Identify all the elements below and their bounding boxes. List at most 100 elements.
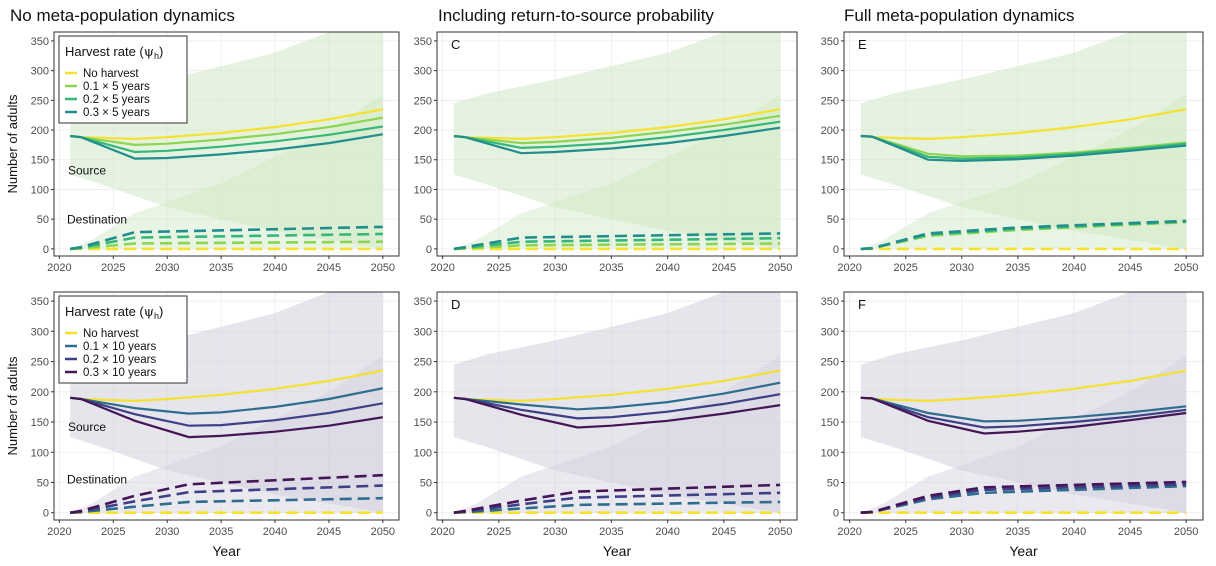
panel-border <box>843 291 1204 521</box>
y-tick-label: 0 <box>833 244 839 256</box>
panel-3: 0 50 100 150 200 250 300 350 2020 2025 2030 2035 204… <box>821 31 1204 274</box>
x-tick-label: 2045 <box>712 526 736 538</box>
x-tick-label: 2020 <box>837 526 861 538</box>
panel-label: E <box>858 37 867 52</box>
y-tick-label: 250 <box>821 357 839 369</box>
x-tick-label: 2025 <box>101 526 125 538</box>
legend-title-text: Harvest rate ( <box>65 304 144 319</box>
legend-title-symbol: ψ <box>144 305 154 320</box>
x-tick-label: 2045 <box>317 526 341 538</box>
x-axis-title: Year <box>603 543 632 559</box>
y-axis-title: Number of adults <box>5 94 20 193</box>
y-tick-label: 100 <box>414 447 432 459</box>
x-tick-label: 2050 <box>371 262 395 274</box>
x-tick-label: 2050 <box>768 526 792 538</box>
y-tick-label: 150 <box>821 155 839 167</box>
y-tick-label: 250 <box>821 95 839 107</box>
y-tick-label: 150 <box>31 417 49 429</box>
legend-item-label: 0.2 × 5 years <box>83 94 150 106</box>
column-title-3: Full meta-population dynamics <box>844 6 1075 25</box>
source-line-3 <box>860 134 1187 163</box>
legend-title-close: ) <box>159 44 163 59</box>
y-tick-label: 0 <box>426 508 432 520</box>
legend-title-subscript: h <box>154 311 159 321</box>
x-tick-label: 2040 <box>263 262 287 274</box>
destination-uncertainty-band <box>860 355 1187 513</box>
x-tick-label: 2030 <box>950 526 974 538</box>
x-tick-label: 2020 <box>837 262 861 274</box>
y-tick-label: 250 <box>31 357 49 369</box>
y-tick-label: 0 <box>43 244 49 256</box>
x-tick-label: 2030 <box>543 262 567 274</box>
x-tick-label: 2030 <box>950 262 974 274</box>
x-tick-label: 2050 <box>768 262 792 274</box>
y-ticks: 0 50 100 150 200 250 300 350 <box>31 296 54 520</box>
legend-title-symbol: ψ <box>144 45 154 60</box>
y-tick-label: 250 <box>414 95 432 107</box>
y-tick-label: 350 <box>821 296 839 308</box>
y-tick-label: 0 <box>833 508 839 520</box>
y-tick-label: 50 <box>827 214 839 226</box>
destination-uncertainty-band <box>453 355 781 513</box>
x-tick-label: 2035 <box>1006 262 1030 274</box>
x-tick-label: 2045 <box>1118 262 1142 274</box>
legend-item-label: 0.1 × 10 years <box>83 341 156 353</box>
panel-4: 0 50 100 150 200 250 300 350 2020 2025 2030 2035 204… <box>5 291 400 559</box>
legend-title-text: Harvest rate ( <box>65 44 144 59</box>
y-tick-label: 200 <box>414 125 432 137</box>
y-tick-label: 350 <box>414 36 432 48</box>
x-tick-label: 2035 <box>599 526 623 538</box>
y-tick-label: 350 <box>821 36 839 48</box>
x-tick-label: 2040 <box>263 526 287 538</box>
panel-border <box>53 31 400 257</box>
y-axis-title: Number of adults <box>5 356 20 455</box>
y-tick-label: 200 <box>414 387 432 399</box>
source-line-0 <box>860 369 1187 403</box>
source-line-3 <box>453 396 781 429</box>
y-tick-label: 350 <box>414 296 432 308</box>
x-tick-label: 2040 <box>655 526 679 538</box>
x-tick-label: 2030 <box>155 526 179 538</box>
x-tick-label: 2035 <box>1006 526 1030 538</box>
legend-title-close: ) <box>159 304 163 319</box>
x-axis-title: Year <box>1009 543 1038 559</box>
legend-title: Harvest rate (ψh) <box>65 304 163 321</box>
x-tick-label: 2035 <box>209 262 233 274</box>
legend-item-label: 0.2 × 10 years <box>83 354 156 366</box>
legend-item-label: 0.3 × 10 years <box>83 367 156 379</box>
y-tick-label: 100 <box>31 184 49 196</box>
y-tick-label: 300 <box>31 326 49 338</box>
y-tick-label: 50 <box>420 478 432 490</box>
x-tick-label: 2025 <box>487 262 511 274</box>
source-line-1 <box>70 116 383 147</box>
legend-box <box>58 295 188 384</box>
y-tick-label: 50 <box>37 478 49 490</box>
destination-line-3 <box>860 219 1187 251</box>
x-tick-label: 2045 <box>1118 526 1142 538</box>
x-axis-title: Year <box>212 543 241 559</box>
x-tick-label: 2040 <box>655 262 679 274</box>
y-tick-label: 300 <box>821 66 839 78</box>
x-tick-label: 2025 <box>893 526 917 538</box>
source-uncertainty-band <box>860 292 1187 513</box>
legend-box <box>58 35 188 124</box>
legend-item-label: 0.1 × 5 years <box>83 81 150 93</box>
uncertainty-bands <box>860 32 1187 249</box>
y-tick-label: 200 <box>821 125 839 137</box>
legend-title: Harvest rate (ψh) <box>65 44 163 61</box>
destination-line-3 <box>69 473 383 514</box>
panel-border <box>53 291 400 521</box>
source-line-3 <box>860 396 1187 435</box>
legend-item-label: 0.3 × 5 years <box>83 107 150 119</box>
x-tick-label: 2025 <box>101 262 125 274</box>
x-tick-label: 2035 <box>599 262 623 274</box>
panel-label: F <box>858 297 866 312</box>
destination-line-3 <box>860 480 1187 514</box>
x-tick-label: 2045 <box>712 262 736 274</box>
x-tick-label: 2020 <box>47 262 71 274</box>
series-lines <box>69 108 384 251</box>
destination-uncertainty-band <box>70 94 383 249</box>
x-tick-label: 2045 <box>317 262 341 274</box>
